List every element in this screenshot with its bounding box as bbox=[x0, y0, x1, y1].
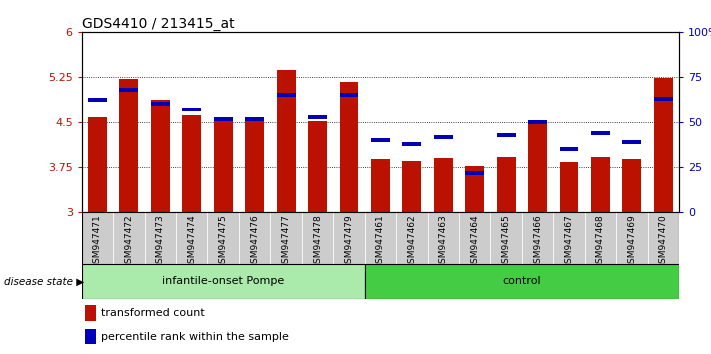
FancyBboxPatch shape bbox=[82, 212, 113, 264]
Bar bbox=[308, 115, 327, 119]
Bar bbox=[654, 78, 673, 212]
Bar bbox=[88, 98, 107, 102]
FancyBboxPatch shape bbox=[553, 212, 584, 264]
FancyBboxPatch shape bbox=[270, 212, 301, 264]
Text: GSM947471: GSM947471 bbox=[93, 214, 102, 269]
Bar bbox=[654, 97, 673, 101]
Bar bbox=[119, 79, 139, 212]
FancyBboxPatch shape bbox=[365, 264, 679, 299]
FancyBboxPatch shape bbox=[491, 212, 522, 264]
Bar bbox=[371, 159, 390, 212]
Text: transformed count: transformed count bbox=[101, 308, 205, 318]
Bar bbox=[465, 171, 484, 175]
Text: GSM947475: GSM947475 bbox=[219, 214, 228, 269]
Bar bbox=[88, 117, 107, 212]
Bar bbox=[560, 147, 579, 151]
Bar bbox=[340, 82, 358, 212]
Bar bbox=[277, 70, 296, 212]
Text: GSM947472: GSM947472 bbox=[124, 214, 134, 269]
Text: GSM947478: GSM947478 bbox=[313, 214, 322, 269]
FancyBboxPatch shape bbox=[522, 212, 553, 264]
Bar bbox=[622, 140, 641, 144]
Text: GSM947463: GSM947463 bbox=[439, 214, 448, 269]
Text: GSM947461: GSM947461 bbox=[376, 214, 385, 269]
Text: GSM947467: GSM947467 bbox=[565, 214, 574, 269]
Bar bbox=[277, 93, 296, 97]
Text: GSM947477: GSM947477 bbox=[282, 214, 291, 269]
Text: GSM947479: GSM947479 bbox=[344, 214, 353, 269]
FancyBboxPatch shape bbox=[365, 212, 396, 264]
FancyBboxPatch shape bbox=[648, 212, 679, 264]
Bar bbox=[528, 120, 547, 124]
Bar bbox=[434, 158, 453, 212]
Text: GSM947476: GSM947476 bbox=[250, 214, 259, 269]
Bar bbox=[402, 161, 421, 212]
Bar bbox=[151, 102, 170, 106]
Bar bbox=[371, 138, 390, 142]
Bar bbox=[465, 166, 484, 212]
Text: GSM947464: GSM947464 bbox=[470, 214, 479, 269]
Bar bbox=[560, 162, 579, 212]
Bar bbox=[85, 305, 95, 321]
Bar bbox=[591, 157, 610, 212]
Bar bbox=[214, 121, 232, 212]
Bar bbox=[497, 133, 515, 137]
Text: percentile rank within the sample: percentile rank within the sample bbox=[101, 332, 289, 342]
Bar bbox=[591, 131, 610, 135]
FancyBboxPatch shape bbox=[113, 212, 144, 264]
Bar bbox=[245, 116, 264, 120]
Text: GSM947465: GSM947465 bbox=[502, 214, 510, 269]
Text: GSM947466: GSM947466 bbox=[533, 214, 542, 269]
Text: GDS4410 / 213415_at: GDS4410 / 213415_at bbox=[82, 17, 235, 31]
Text: GSM947470: GSM947470 bbox=[659, 214, 668, 269]
Bar bbox=[151, 100, 170, 212]
Text: GSM947469: GSM947469 bbox=[627, 214, 636, 269]
Text: disease state ▶: disease state ▶ bbox=[4, 276, 84, 286]
Text: GSM947468: GSM947468 bbox=[596, 214, 605, 269]
FancyBboxPatch shape bbox=[301, 212, 333, 264]
Text: GSM947474: GSM947474 bbox=[187, 214, 196, 269]
FancyBboxPatch shape bbox=[144, 212, 176, 264]
FancyBboxPatch shape bbox=[584, 212, 616, 264]
Text: infantile-onset Pompe: infantile-onset Pompe bbox=[162, 276, 284, 286]
FancyBboxPatch shape bbox=[427, 212, 459, 264]
Bar bbox=[182, 115, 201, 212]
Bar bbox=[245, 121, 264, 212]
Text: control: control bbox=[503, 276, 541, 286]
Bar bbox=[622, 159, 641, 212]
FancyBboxPatch shape bbox=[82, 264, 365, 299]
Bar bbox=[434, 135, 453, 138]
Bar bbox=[528, 122, 547, 212]
Bar bbox=[119, 88, 139, 92]
Bar bbox=[214, 116, 232, 120]
FancyBboxPatch shape bbox=[396, 212, 427, 264]
Text: GSM947462: GSM947462 bbox=[407, 214, 417, 269]
FancyBboxPatch shape bbox=[616, 212, 648, 264]
Bar bbox=[402, 142, 421, 146]
FancyBboxPatch shape bbox=[459, 212, 491, 264]
Bar bbox=[340, 93, 358, 97]
FancyBboxPatch shape bbox=[333, 212, 365, 264]
Bar bbox=[182, 108, 201, 112]
Bar bbox=[85, 329, 95, 344]
Text: GSM947473: GSM947473 bbox=[156, 214, 165, 269]
FancyBboxPatch shape bbox=[239, 212, 270, 264]
FancyBboxPatch shape bbox=[208, 212, 239, 264]
Bar bbox=[497, 157, 515, 212]
FancyBboxPatch shape bbox=[176, 212, 208, 264]
Bar bbox=[308, 121, 327, 212]
